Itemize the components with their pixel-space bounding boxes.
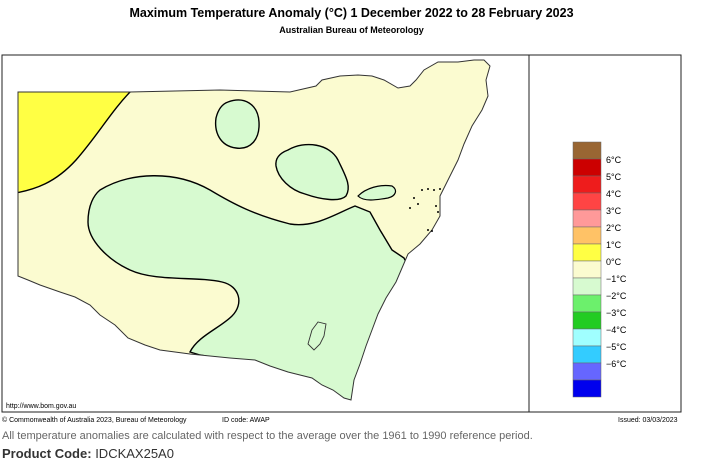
warm-anomaly-region	[18, 89, 134, 195]
legend-swatch	[572, 311, 602, 330]
legend-swatch	[572, 345, 602, 364]
legend-label: −4°C	[606, 325, 627, 335]
legend-label: −6°C	[606, 359, 627, 369]
issued-label: Issued: 03/03/2023	[618, 417, 678, 424]
legend-label: 3°C	[606, 206, 622, 216]
legend-swatch	[572, 294, 602, 313]
legend-label: −2°C	[606, 291, 627, 301]
legend-label: −3°C	[606, 308, 627, 318]
state-boundary	[17, 59, 491, 401]
product-code-value: IDCKAX25A0	[95, 446, 174, 461]
legend-swatch	[572, 243, 602, 262]
legend-label: 1°C	[606, 240, 622, 250]
legend-swatch	[572, 158, 602, 177]
legend-swatch	[572, 175, 602, 194]
product-code-label: Product Code:	[2, 446, 92, 461]
reference-note: All temperature anomalies are calculated…	[2, 430, 533, 442]
legend-swatch	[572, 362, 602, 381]
legend-swatch	[572, 226, 602, 245]
legend-swatch	[572, 328, 602, 347]
legend-swatch	[572, 379, 602, 398]
legend-label: −1°C	[606, 274, 627, 284]
cool-pocket-east	[275, 143, 349, 201]
legend-swatch	[572, 141, 602, 160]
legend-swatch	[572, 260, 602, 279]
act-boundary	[307, 321, 327, 351]
copyright-label: © Commonwealth of Australia 2023, Bureau…	[2, 417, 187, 424]
cool-pocket-north	[214, 99, 260, 149]
legend-swatch	[572, 277, 602, 296]
legend-label: 6°C	[606, 155, 622, 165]
station-dots	[409, 188, 441, 232]
legend-label: 2°C	[606, 223, 622, 233]
map-subtitle: Australian Bureau of Meteorology	[279, 25, 424, 35]
map-title: Maximum Temperature Anomaly (°C) 1 Decem…	[129, 6, 574, 20]
legend-label: 4°C	[606, 189, 622, 199]
coastal-cool-lobe	[357, 184, 397, 201]
website-label: http://www.bom.gov.au	[6, 403, 77, 410]
legend-label: −5°C	[606, 342, 627, 352]
legend-swatch	[572, 209, 602, 228]
cool-anomaly-region	[87, 175, 411, 400]
legend-label: 5°C	[606, 172, 622, 182]
product-code: Product Code: IDCKAX25A0	[2, 446, 174, 461]
legend-label: 0°C	[606, 257, 622, 267]
legend-labels: 6°C 5°C 4°C 3°C 2°C 1°C 0°C −1°C −2°C −3°C −4°C −5°…	[606, 155, 627, 369]
legend-swatch	[572, 192, 602, 211]
legend-frame	[528, 54, 682, 413]
id-code-label: ID code: AWAP	[222, 417, 270, 424]
legend-swatches	[572, 141, 602, 398]
